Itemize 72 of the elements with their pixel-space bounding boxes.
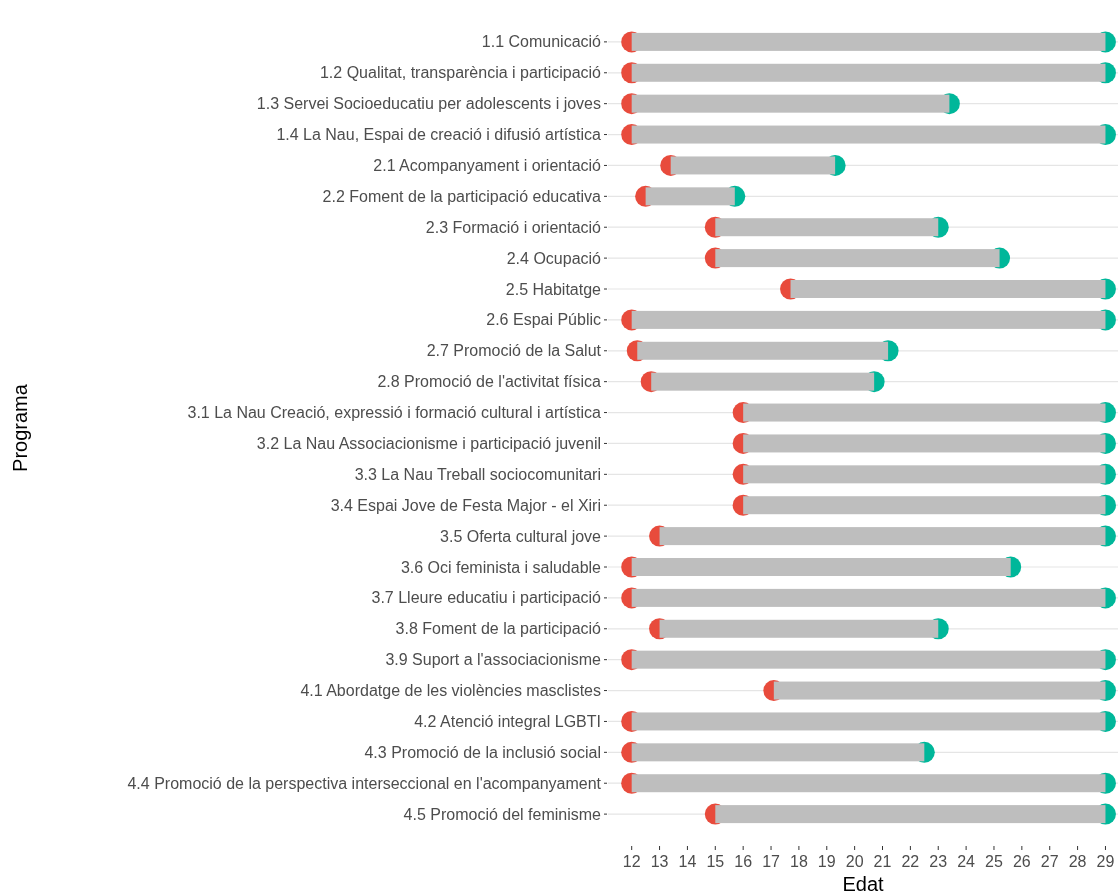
x-tick-label: 24 [957,853,976,870]
x-tick-label: 29 [1096,853,1115,870]
y-tick-label: 1.3 Servei Socioeducatiu per adolescents i joves [256,95,601,113]
bar [631,310,1106,329]
x-tick-label: 20 [845,853,864,870]
y-tick-label: 1.1 Comunicació [481,33,602,51]
x-tick-label: 15 [706,853,725,870]
bar [631,774,1106,793]
x-tick-label: 12 [622,853,641,870]
bar [631,650,1106,669]
x-tick-label: 27 [1040,853,1059,870]
bar [631,125,1106,144]
y-tick-label: 4.3 Promoció de la inclusió social [364,743,601,761]
x-tick-label: 25 [985,853,1003,870]
bar [743,403,1106,422]
y-tick-label: 1.4 La Nau, Espai de creació i difusió artística [276,126,602,144]
bar [631,63,1106,82]
y-tick-label: 3.3 La Nau Treball sociocomunitari [354,465,601,483]
y-tick-label: 2.6 Espai Públic [486,311,601,329]
y-tick-label: 3.9 Suport a l'associacionisme [385,651,602,669]
y-tick-label: 3.4 Espai Jove de Festa Major - el Xiri [330,496,601,514]
x-tick-label: 14 [678,853,697,870]
y-tick-label: 2.3 Formació i orientació [425,218,602,236]
y-tick-label: 2.4 Ocupació [506,249,602,267]
x-tick-label: 28 [1068,853,1087,870]
x-tick-label: 18 [790,853,808,870]
bar [637,341,889,360]
y-tick-label: 2.1 Acompanyament i orientació [373,157,602,175]
x-tick-label: 16 [734,853,753,870]
y-tick-label: 3.7 Lleure educatiu i participació [371,589,602,607]
bar [715,218,939,237]
y-tick-label: 3.5 Oferta cultural jove [440,527,602,545]
bar [645,187,735,206]
x-tick-label: 23 [929,853,948,870]
bar [631,712,1106,731]
y-axis-title: Programa [9,383,31,472]
bar [659,619,939,638]
y-tick-label: 3.2 La Nau Associacionisme i participació juvenil [256,435,601,453]
y-tick-label: 2.7 Promoció de la Salut [426,342,602,360]
bar [651,372,875,391]
x-tick-label: 13 [650,853,669,870]
y-tick-label: 2.5 Habitatge [505,280,602,298]
y-tick-label: 3.6 Oci feminista i saludable [400,558,602,576]
bar [773,681,1106,700]
x-axis-title: Edat [842,873,885,895]
y-tick-label: 3.1 La Nau Creació, expressió i formació cultural i artística [187,404,602,422]
bar [631,588,1106,607]
bar [631,743,925,762]
x-tick-label: 19 [817,853,836,870]
bar [631,32,1106,51]
y-tick-label: 2.8 Promoció de l'activitat física [377,373,602,391]
y-tick-label: 1.2 Qualitat, transparència i participació [319,64,602,82]
y-tick-label: 3.8 Foment de la participació [395,620,602,638]
x-tick-label: 21 [873,853,892,870]
x-tick-label: 22 [901,853,920,870]
bar [743,465,1106,484]
bar [631,94,950,113]
bar [631,558,1011,576]
y-tick-label: 4.5 Promoció del feminisme [403,805,602,823]
x-tick-label: 26 [1012,853,1031,870]
bar [743,496,1106,515]
x-tick-label: 17 [762,853,781,870]
bar [743,434,1106,453]
bar [715,249,1000,268]
bar [790,280,1106,298]
bar [670,156,836,175]
y-tick-label: 2.2 Foment de la participació educativa [322,187,602,205]
y-tick-label: 4.4 Promoció de la perspectiva interseccional en l'acompanyament [127,774,602,792]
y-tick-label: 4.2 Atenció integral LGBTI [414,713,601,731]
y-tick-label: 4.1 Abordatge de les violències masclistes [300,682,601,700]
bar [715,805,1106,824]
bar [659,527,1106,546]
